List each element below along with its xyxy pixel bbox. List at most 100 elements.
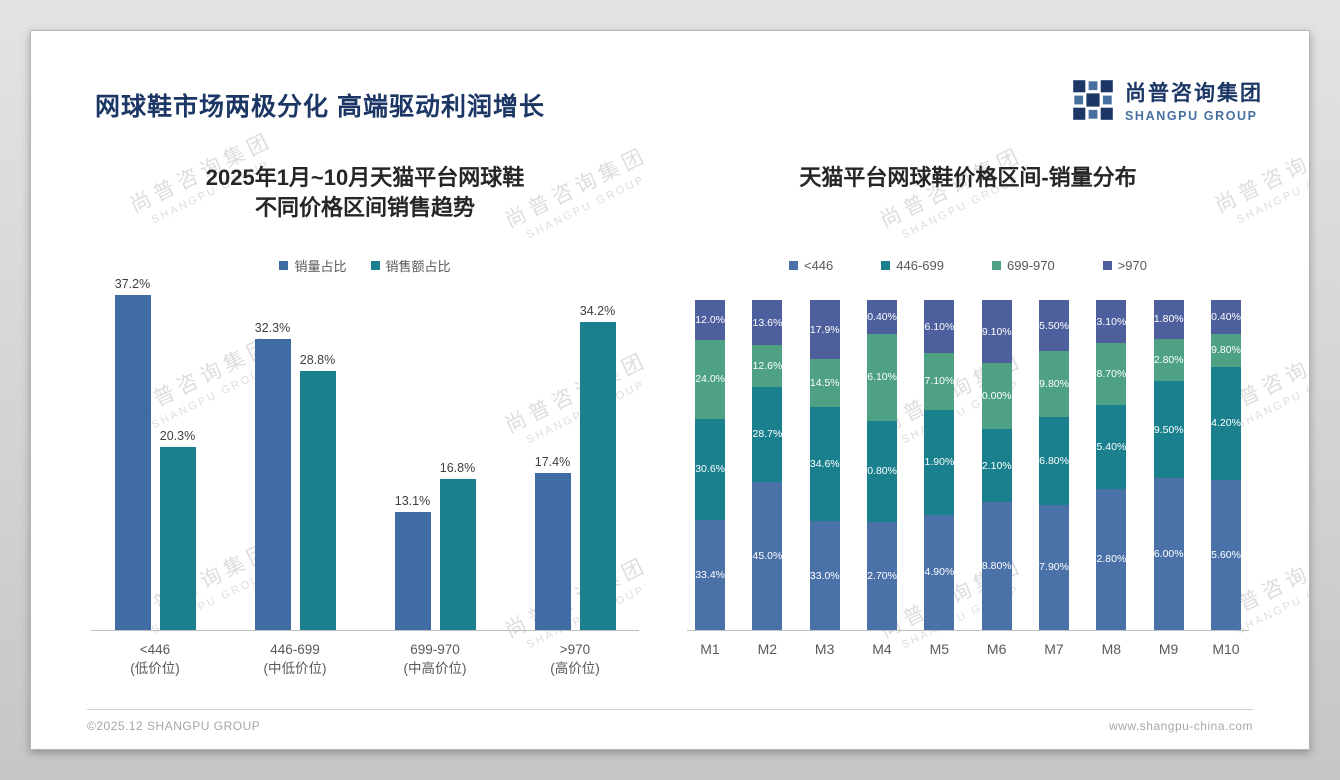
bar — [534, 473, 571, 630]
bar-wrap: 34.2% — [579, 304, 616, 630]
bar-segment: 34.90% — [924, 514, 955, 630]
bar-value-label: 16.8% — [439, 460, 476, 475]
category-label: M8 — [1101, 641, 1122, 657]
category-axis: M1 M2 M3 M4 M5 M6 M7 M8 M9 M10 — [687, 641, 1249, 657]
bar-segment: 20.00% — [981, 363, 1012, 430]
bar-segment: 32.70% — [866, 522, 897, 630]
bar-segment: 16.10% — [924, 300, 955, 354]
grouped-bar-chart: 2025年1月~10月天猫平台网球鞋 不同价格区间销售趋势 销量占比 销售额占比 … — [91, 163, 639, 678]
segment-label: 10.40% — [867, 311, 897, 324]
legend-swatch — [1102, 260, 1112, 270]
bar-segment: 26.10% — [866, 334, 897, 421]
segment-label: 12.6% — [752, 360, 783, 373]
segment-label: 9.80% — [1211, 344, 1241, 357]
bar-value-label: 32.3% — [254, 321, 291, 336]
legend-label: 699-970 — [1007, 257, 1055, 273]
bar-segment: 29.50% — [1153, 380, 1184, 479]
bar-segment: 24.0% — [695, 339, 725, 419]
segment-label: 33.4% — [695, 568, 725, 581]
bar-segment: 28.7% — [752, 386, 783, 482]
bar-value-label: 13.1% — [394, 494, 431, 509]
bar-segment: 37.90% — [1038, 504, 1069, 630]
bar-segment: 30.6% — [695, 418, 725, 520]
segment-label: 13.10% — [1096, 315, 1127, 328]
legend-item: 699-970 — [992, 258, 1055, 273]
segment-label: 32.70% — [867, 570, 897, 583]
segment-label: 45.60% — [1211, 548, 1241, 561]
bar-segment: 45.60% — [1210, 479, 1241, 630]
category-label: M10 — [1212, 641, 1240, 657]
stack-column: 45.60% 34.20% 9.80% 10.40% — [1210, 300, 1241, 630]
category-label: M9 — [1158, 641, 1179, 657]
legend-label: 446-699 — [896, 257, 944, 273]
stack-column: 34.90% 31.90% 17.10% 16.10% — [924, 300, 955, 630]
category-main-label: 446-699 — [270, 642, 320, 657]
segment-label: 19.10% — [981, 325, 1012, 338]
legend-item: 销售额占比 — [370, 256, 451, 275]
stack-column: 45.0% 28.7% 12.6% 13.6% — [752, 300, 783, 630]
plot-area: 37.2% 20.3% 32.3% 28.8% 13.1% 16.8% 17.4% 34.2% — [91, 275, 639, 630]
segment-label: 18.70% — [1096, 368, 1127, 381]
segment-label: 26.10% — [867, 371, 897, 384]
chart-title-line1: 2025年1月~10月天猫平台网球鞋 — [205, 165, 525, 190]
category-main-label: 699-970 — [410, 642, 460, 657]
bar-segment: 26.80% — [1038, 416, 1069, 505]
bar — [394, 512, 431, 630]
category-main-label: >970 — [559, 642, 591, 657]
bar-segment: 13.6% — [752, 300, 783, 346]
bar-segment: 15.50% — [1038, 300, 1069, 352]
bar-segment: 12.0% — [695, 300, 725, 340]
segment-label: 17.10% — [924, 375, 955, 388]
bar-segment: 10.40% — [866, 300, 897, 335]
stack-column: 32.70% 30.80% 26.10% 10.40% — [866, 300, 897, 630]
bar-value-label: 34.2% — [579, 304, 616, 319]
segment-label: 30.80% — [867, 465, 897, 478]
legend-swatch — [370, 260, 380, 270]
bar-segment: 11.80% — [1153, 299, 1184, 339]
bar-value-label: 20.3% — [159, 429, 196, 444]
bar-group: 37.2% 20.3% — [113, 277, 197, 630]
segment-label: 16.10% — [924, 320, 955, 333]
bar-segment: 46.00% — [1153, 478, 1184, 630]
segment-label: 22.10% — [981, 459, 1012, 472]
footer-left: ©2025.12 SHANGPU GROUP — [87, 719, 261, 733]
legend-item: 446-699 — [881, 258, 944, 273]
bar — [439, 478, 476, 630]
bar-group: 17.4% 34.2% — [533, 304, 617, 630]
category-label: 699-970 (中高价位) — [393, 640, 477, 678]
category-sub-label: (低价位) — [130, 661, 180, 676]
bar — [254, 339, 291, 630]
x-axis-line — [91, 630, 639, 631]
bar — [299, 370, 336, 630]
segment-label: 14.5% — [809, 377, 840, 390]
bar-segment: 45.0% — [752, 481, 783, 630]
bar-segment: 19.10% — [981, 300, 1012, 364]
bar-segment: 34.20% — [1210, 366, 1241, 480]
legend-label: 销量占比 — [294, 258, 347, 274]
legend-swatch — [788, 260, 798, 270]
bar-segment: 14.5% — [809, 359, 840, 407]
bar-segment: 38.80% — [981, 502, 1012, 630]
category-label: M7 — [1044, 641, 1064, 657]
bar-segment: 33.4% — [695, 519, 725, 630]
category-label: M3 — [814, 641, 835, 657]
segment-label: 34.20% — [1211, 417, 1241, 430]
bar-group: 32.3% 28.8% — [253, 321, 337, 630]
segment-label: 12.80% — [1153, 353, 1184, 366]
bar-segment: 25.40% — [1096, 405, 1127, 489]
category-axis: <446 (低价位) 446-699 (中低价位) 699-970 (中高价位) >970 (… — [91, 640, 639, 678]
segment-label: 37.90% — [1039, 561, 1069, 574]
bar-segment: 42.80% — [1096, 488, 1127, 630]
segment-label: 11.80% — [1153, 313, 1184, 326]
segment-label: 10.40% — [1211, 311, 1241, 324]
stack-column: 33.0% 34.6% 14.5% 17.9% — [809, 300, 840, 630]
category-main-label: <446 — [139, 642, 171, 657]
legend-label: <446 — [803, 257, 834, 273]
segment-label: 24.0% — [695, 373, 725, 386]
footer: ©2025.12 SHANGPU GROUP www.shangpu-china… — [87, 709, 1253, 733]
legend-swatch — [992, 260, 1001, 270]
stack-column: 46.00% 29.50% 12.80% 11.80% — [1153, 299, 1184, 630]
segment-label: 26.80% — [1039, 454, 1069, 467]
bar-segment: 9.80% — [1210, 334, 1241, 367]
category-label: M1 — [700, 641, 720, 657]
